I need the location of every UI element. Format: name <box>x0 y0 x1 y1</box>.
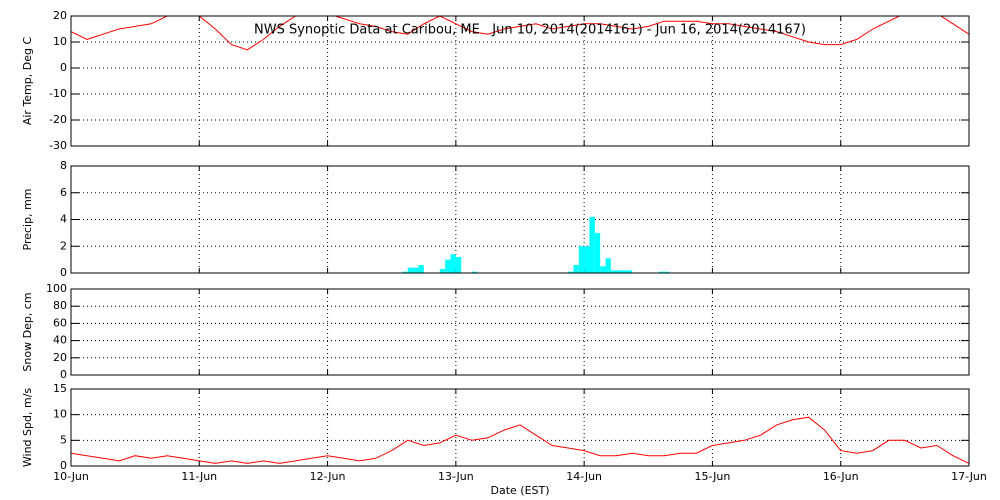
plot-frame <box>70 388 970 467</box>
y-tick-label: 0 <box>60 459 67 472</box>
bar <box>605 258 611 273</box>
bar <box>439 268 446 273</box>
y-tick-label: 0 <box>60 368 67 381</box>
y-axis-label: Wind Spd, m/s <box>21 388 34 468</box>
y-tick-label: 0 <box>60 266 67 279</box>
bar <box>610 270 617 273</box>
line <box>71 416 969 464</box>
y-tick-label: 10 <box>53 408 67 421</box>
plot-frame <box>70 288 970 376</box>
x-tick-label: 11-Jun <box>181 470 217 483</box>
x-axis-label: Date (EST) <box>490 484 549 497</box>
bar <box>584 246 590 273</box>
x-tick-label: 10-Jun <box>53 470 89 483</box>
x-tick-label: 12-Jun <box>310 470 346 483</box>
y-axis-label: Snow Dep, cm <box>21 292 34 371</box>
bar <box>568 271 574 273</box>
plot-frame <box>70 165 970 274</box>
y-tick-label: 5 <box>60 433 67 446</box>
bar <box>594 232 601 273</box>
bar <box>578 246 585 273</box>
y-tick-label: 100 <box>46 282 67 295</box>
y-axis-label: Air Temp, Deg C <box>21 37 34 126</box>
y-tick-label: 60 <box>53 316 67 329</box>
bar <box>616 270 622 273</box>
y-tick-label: 40 <box>53 334 67 347</box>
y-tick-label: 4 <box>60 213 67 226</box>
y-tick-label: 10 <box>53 35 67 48</box>
y-tick-label: 0 <box>60 61 67 74</box>
y-axis-label: Precip, mm <box>21 189 34 251</box>
y-tick-label: -30 <box>49 139 67 152</box>
bar <box>413 267 419 273</box>
bar <box>589 216 595 273</box>
y-tick-label: 80 <box>53 299 67 312</box>
y-tick-label: 2 <box>60 239 67 252</box>
bar <box>621 270 627 273</box>
x-tick-label: 15-Jun <box>695 470 731 483</box>
plot-area <box>71 416 969 464</box>
y-tick-label: 6 <box>60 186 67 199</box>
bar <box>664 271 670 273</box>
x-tick-label: 16-Jun <box>823 470 859 483</box>
y-tick-label: -20 <box>49 113 67 126</box>
bar <box>600 266 606 273</box>
x-tick-label: 13-Jun <box>438 470 474 483</box>
x-tick-label: 17-Jun <box>951 470 987 483</box>
bar <box>450 254 456 273</box>
y-tick-label: 8 <box>60 159 67 172</box>
plot-area <box>71 16 969 51</box>
bar <box>407 267 414 273</box>
bar <box>626 270 633 273</box>
y-tick-label: -10 <box>49 87 67 100</box>
y-tick-label: 15 <box>53 382 67 395</box>
bar <box>445 259 451 273</box>
x-tick-label: 14-Jun <box>566 470 602 483</box>
y-tick-label: 20 <box>53 9 67 22</box>
line <box>71 16 969 51</box>
bar <box>455 256 462 273</box>
bar <box>418 264 424 273</box>
plot-area <box>402 216 670 273</box>
bar <box>402 271 408 273</box>
bar <box>658 271 665 273</box>
bar <box>573 264 579 273</box>
y-tick-label: 20 <box>53 351 67 364</box>
bar <box>471 271 478 273</box>
chart-title: NWS Synoptic Data at Caribou, ME Jun 10,… <box>254 23 806 38</box>
plot-frame <box>70 15 970 147</box>
